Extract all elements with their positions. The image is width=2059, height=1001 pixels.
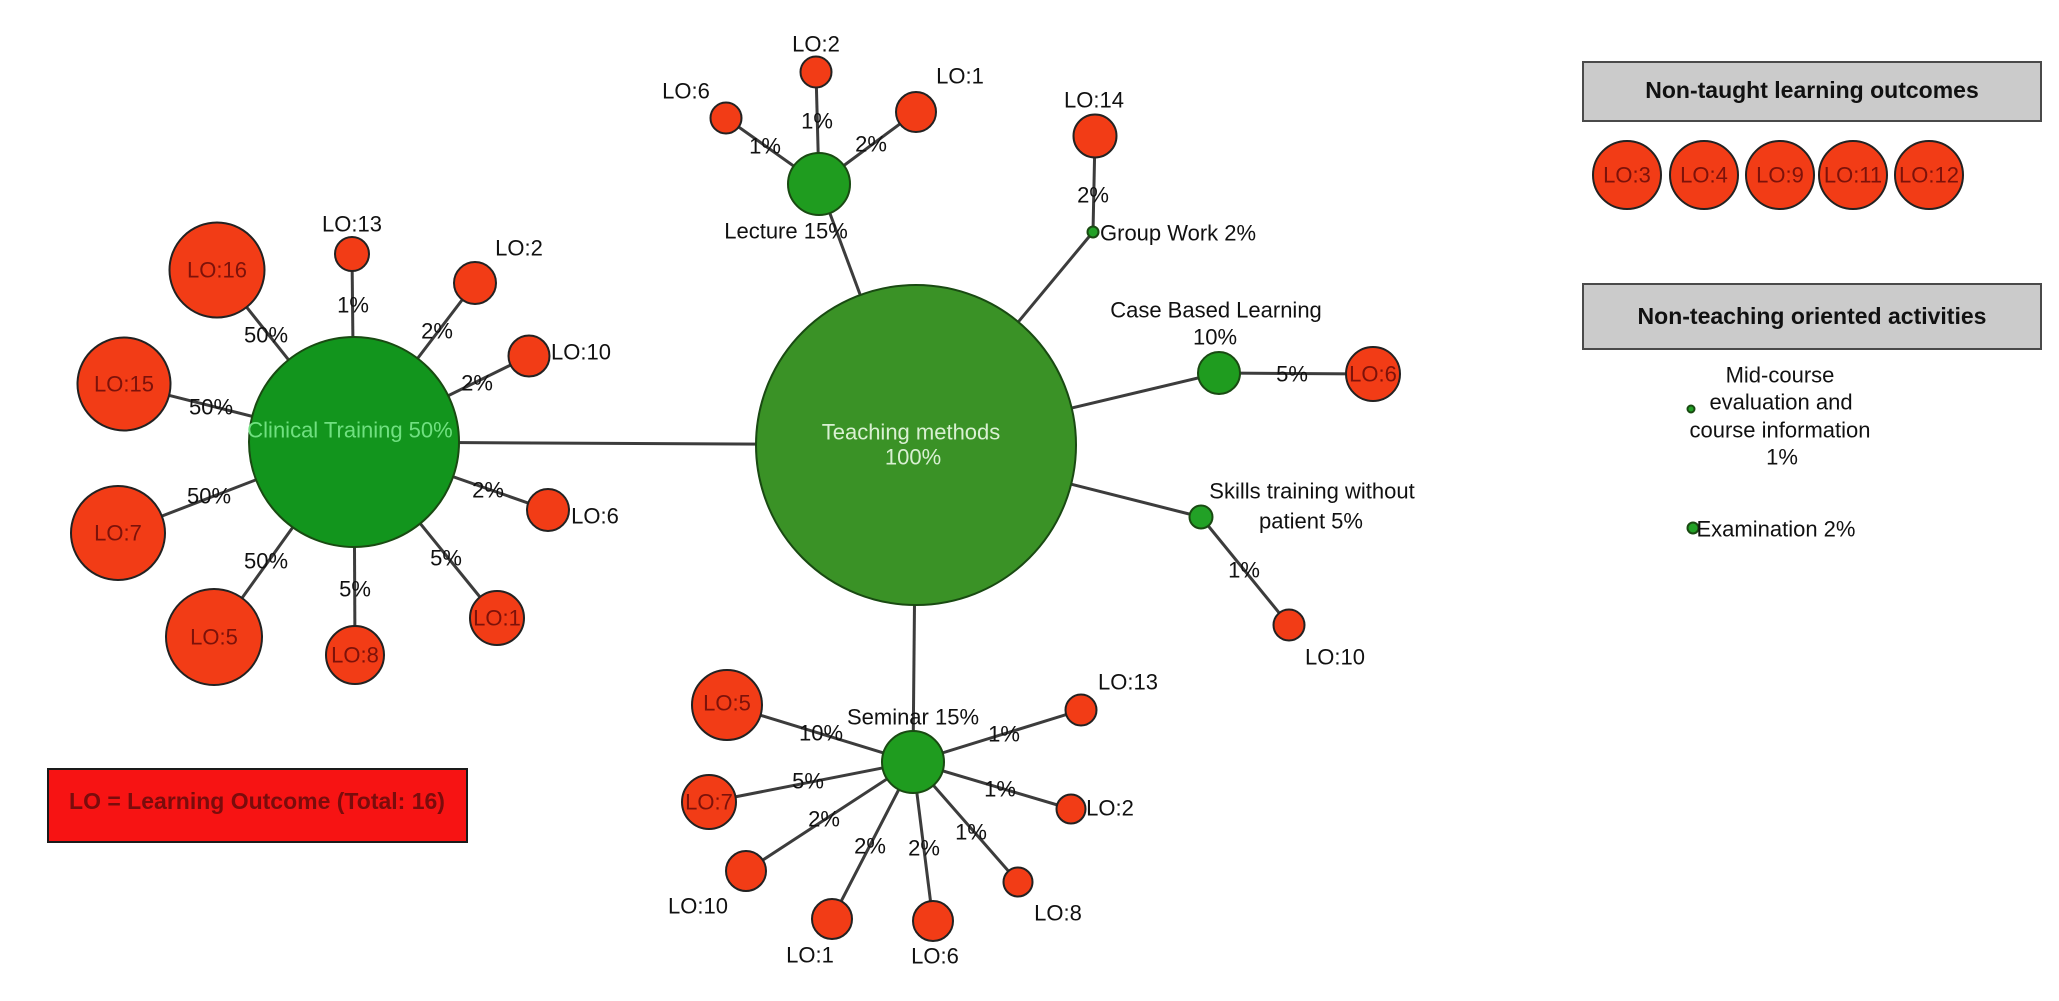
svg-text:1%: 1% <box>1228 558 1260 583</box>
svg-text:LO:10: LO:10 <box>551 340 611 365</box>
svg-text:LO:7: LO:7 <box>685 790 733 815</box>
svg-text:LO:10: LO:10 <box>668 894 728 919</box>
svg-text:Lecture 15%: Lecture 15% <box>724 219 848 244</box>
svg-text:LO:4: LO:4 <box>1680 163 1728 188</box>
svg-text:Seminar 15%: Seminar 15% <box>847 705 979 730</box>
svg-text:LO:1: LO:1 <box>936 64 984 89</box>
svg-text:10%: 10% <box>799 721 843 746</box>
svg-text:50%: 50% <box>244 549 288 574</box>
svg-text:LO:5: LO:5 <box>190 625 238 650</box>
svg-text:LO:10: LO:10 <box>1305 645 1365 670</box>
svg-text:1%: 1% <box>988 722 1020 747</box>
svg-text:course information: course information <box>1690 418 1871 443</box>
svg-text:2%: 2% <box>808 807 840 832</box>
svg-text:1%: 1% <box>337 293 369 318</box>
svg-text:LO:1: LO:1 <box>786 943 834 968</box>
svg-text:Examination 2%: Examination 2% <box>1697 517 1856 542</box>
svg-text:2%: 2% <box>854 834 886 859</box>
svg-text:LO:6: LO:6 <box>911 944 959 969</box>
svg-text:5%: 5% <box>1276 362 1308 387</box>
svg-text:LO:2: LO:2 <box>1086 796 1134 821</box>
svg-text:LO:8: LO:8 <box>1034 901 1082 926</box>
svg-text:LO:6: LO:6 <box>662 79 710 104</box>
svg-text:LO:1: LO:1 <box>473 606 521 631</box>
svg-text:LO:3: LO:3 <box>1603 163 1651 188</box>
svg-text:evaluation and: evaluation and <box>1709 390 1852 415</box>
svg-text:100%: 100% <box>885 445 941 470</box>
svg-text:LO = Learning Outcome (Total:: LO = Learning Outcome (Total: 16) <box>69 788 445 814</box>
svg-text:1%: 1% <box>801 109 833 134</box>
svg-text:LO:11: LO:11 <box>1824 163 1882 188</box>
svg-text:LO:13: LO:13 <box>322 212 382 237</box>
svg-text:Clinical Training 50%: Clinical Training 50% <box>247 418 452 443</box>
svg-text:LO:8: LO:8 <box>331 643 379 668</box>
svg-text:2%: 2% <box>908 836 940 861</box>
svg-text:patient 5%: patient 5% <box>1259 509 1363 534</box>
svg-text:Mid-course: Mid-course <box>1726 363 1835 388</box>
svg-text:2%: 2% <box>1077 183 1109 208</box>
svg-text:50%: 50% <box>189 395 233 420</box>
svg-text:2%: 2% <box>855 132 887 157</box>
svg-text:5%: 5% <box>339 577 371 602</box>
svg-text:50%: 50% <box>187 484 231 509</box>
svg-text:Case Based Learning: Case Based Learning <box>1110 298 1322 323</box>
svg-text:Non-taught learning outcomes: Non-taught learning outcomes <box>1645 77 1979 103</box>
svg-text:5%: 5% <box>430 546 462 571</box>
svg-text:Teaching methods: Teaching methods <box>822 420 1001 445</box>
svg-text:LO:14: LO:14 <box>1064 88 1124 113</box>
svg-text:LO:9: LO:9 <box>1756 163 1804 188</box>
svg-text:LO:2: LO:2 <box>792 32 840 57</box>
svg-text:LO:16: LO:16 <box>187 258 247 283</box>
svg-text:Skills training without: Skills training without <box>1209 479 1414 504</box>
svg-text:1%: 1% <box>749 134 781 159</box>
svg-text:LO:7: LO:7 <box>94 521 142 546</box>
svg-text:LO:2: LO:2 <box>495 236 543 261</box>
svg-text:1%: 1% <box>955 820 987 845</box>
svg-text:10%: 10% <box>1193 325 1237 350</box>
svg-text:LO:6: LO:6 <box>1349 362 1397 387</box>
svg-text:Non-teaching oriented activiti: Non-teaching oriented activities <box>1638 303 1987 329</box>
svg-text:2%: 2% <box>472 478 504 503</box>
svg-text:5%: 5% <box>792 769 824 794</box>
svg-text:LO:5: LO:5 <box>703 691 751 716</box>
svg-text:1%: 1% <box>984 777 1016 802</box>
svg-text:LO:13: LO:13 <box>1098 670 1158 695</box>
svg-text:Group Work 2%: Group Work 2% <box>1100 221 1256 246</box>
svg-text:LO:12: LO:12 <box>1899 163 1959 188</box>
svg-text:1%: 1% <box>1766 445 1798 470</box>
svg-text:2%: 2% <box>421 319 453 344</box>
svg-text:LO:15: LO:15 <box>94 372 154 397</box>
svg-text:50%: 50% <box>244 323 288 348</box>
svg-text:LO:6: LO:6 <box>571 504 619 529</box>
svg-text:2%: 2% <box>461 371 493 396</box>
